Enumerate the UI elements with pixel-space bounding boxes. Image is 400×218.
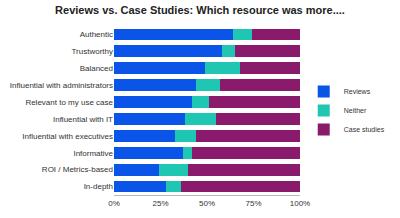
svg-text:0%: 0% bbox=[108, 199, 120, 208]
svg-text:In-depth: In-depth bbox=[84, 182, 113, 191]
svg-text:Reviews: Reviews bbox=[344, 88, 371, 95]
svg-text:Case studies: Case studies bbox=[344, 126, 385, 133]
svg-text:50%: 50% bbox=[199, 199, 215, 208]
svg-text:Trustworthy: Trustworthy bbox=[72, 47, 114, 56]
svg-text:Authentic: Authentic bbox=[80, 30, 113, 39]
svg-text:75%: 75% bbox=[245, 199, 261, 208]
svg-text:Influential with IT: Influential with IT bbox=[53, 115, 113, 124]
svg-text:25%: 25% bbox=[152, 199, 168, 208]
svg-text:ROI / Metrics-based: ROI / Metrics-based bbox=[42, 165, 113, 174]
svg-text:Informative: Informative bbox=[73, 149, 113, 158]
svg-text:Balanced: Balanced bbox=[80, 64, 113, 73]
svg-text:Influential with executives: Influential with executives bbox=[22, 132, 113, 141]
svg-text:Relevant to my use case: Relevant to my use case bbox=[25, 98, 113, 107]
svg-text:Influential with administrator: Influential with administrators bbox=[10, 81, 113, 90]
svg-text:Reviews vs. Case Studies: Whic: Reviews vs. Case Studies: Which resource… bbox=[55, 4, 345, 16]
svg-text:100%: 100% bbox=[290, 199, 310, 208]
svg-text:Neither: Neither bbox=[344, 107, 367, 114]
